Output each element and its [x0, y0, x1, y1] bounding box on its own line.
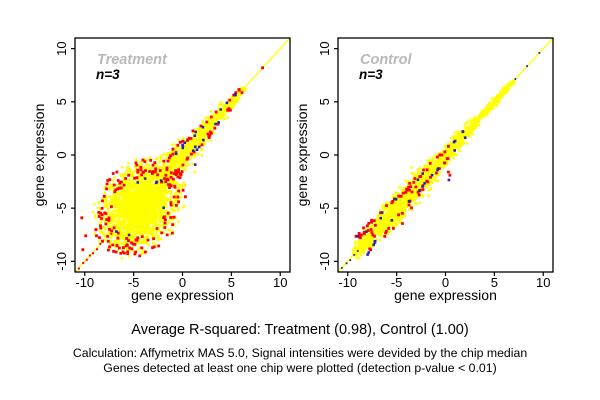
treatment-panel: -10 -5 0 5 10 -10 -5 0 5 10 Treatment n=3 gene ex… [31, 37, 291, 303]
points-points [193, 163, 197, 166]
points-halo [98, 163, 182, 245]
svg-text:-10: -10 [317, 252, 332, 271]
sample-size-label: n=3 [359, 67, 383, 82]
svg-text:0: 0 [442, 275, 449, 290]
svg-text:10: 10 [317, 41, 332, 55]
control-panel: -10 -5 0 5 10 -10 -5 0 5 10 Control n=3 gene expr… [294, 37, 554, 303]
svg-text:10: 10 [536, 275, 550, 290]
points-band [410, 79, 516, 192]
scatter-points [338, 38, 553, 272]
axis-ticks: -10 -5 0 5 10 -10 -5 0 5 10 [54, 41, 287, 290]
svg-text:-10: -10 [338, 275, 357, 290]
y-axis-label: gene expression [31, 104, 47, 207]
svg-text:0: 0 [317, 151, 332, 158]
svg-text:-5: -5 [391, 275, 403, 290]
scatter-points [75, 38, 290, 272]
calculation-note-line2: Genes detected at least one chip were pl… [103, 361, 497, 375]
panel-title: Treatment [97, 52, 168, 68]
points-blob [356, 233, 377, 255]
sample-size-label: n=3 [96, 67, 120, 82]
points-dashes [340, 250, 359, 269]
points-blob [367, 181, 424, 241]
points-dashes [77, 232, 113, 270]
r-squared-caption: Average R-squared: Treatment (0.98), Con… [131, 322, 469, 338]
axis-ticks: -10 -5 0 5 10 -10 -5 0 5 10 [317, 41, 550, 290]
points-edge [174, 93, 237, 156]
svg-text:5: 5 [54, 98, 69, 105]
svg-text:10: 10 [273, 275, 287, 290]
svg-text:5: 5 [317, 98, 332, 105]
calculation-note-line1: Calculation: Affymetrix MAS 5.0, Signal … [72, 346, 528, 360]
y-axis-label: gene expression [294, 104, 310, 207]
svg-text:5: 5 [228, 275, 235, 290]
svg-text:5: 5 [491, 275, 498, 290]
x-axis-label: gene expression [131, 287, 234, 303]
points-edge [354, 144, 450, 252]
svg-text:-5: -5 [54, 202, 69, 214]
svg-text:10: 10 [54, 41, 69, 55]
points-blob [91, 156, 186, 260]
svg-text:-10: -10 [75, 275, 94, 290]
panel-title: Control [360, 52, 413, 68]
x-axis-label: gene expression [394, 287, 497, 303]
points-points [514, 52, 541, 80]
svg-text:-5: -5 [317, 202, 332, 214]
svg-text:-10: -10 [54, 252, 69, 271]
svg-text:0: 0 [179, 275, 186, 290]
svg-text:0: 0 [54, 151, 69, 158]
svg-text:-5: -5 [128, 275, 140, 290]
